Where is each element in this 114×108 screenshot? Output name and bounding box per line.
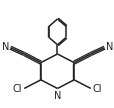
Text: Cl: Cl	[92, 84, 101, 94]
Text: N: N	[2, 42, 9, 52]
Text: N: N	[53, 91, 61, 101]
Text: N: N	[105, 42, 112, 52]
Text: Cl: Cl	[13, 84, 22, 94]
